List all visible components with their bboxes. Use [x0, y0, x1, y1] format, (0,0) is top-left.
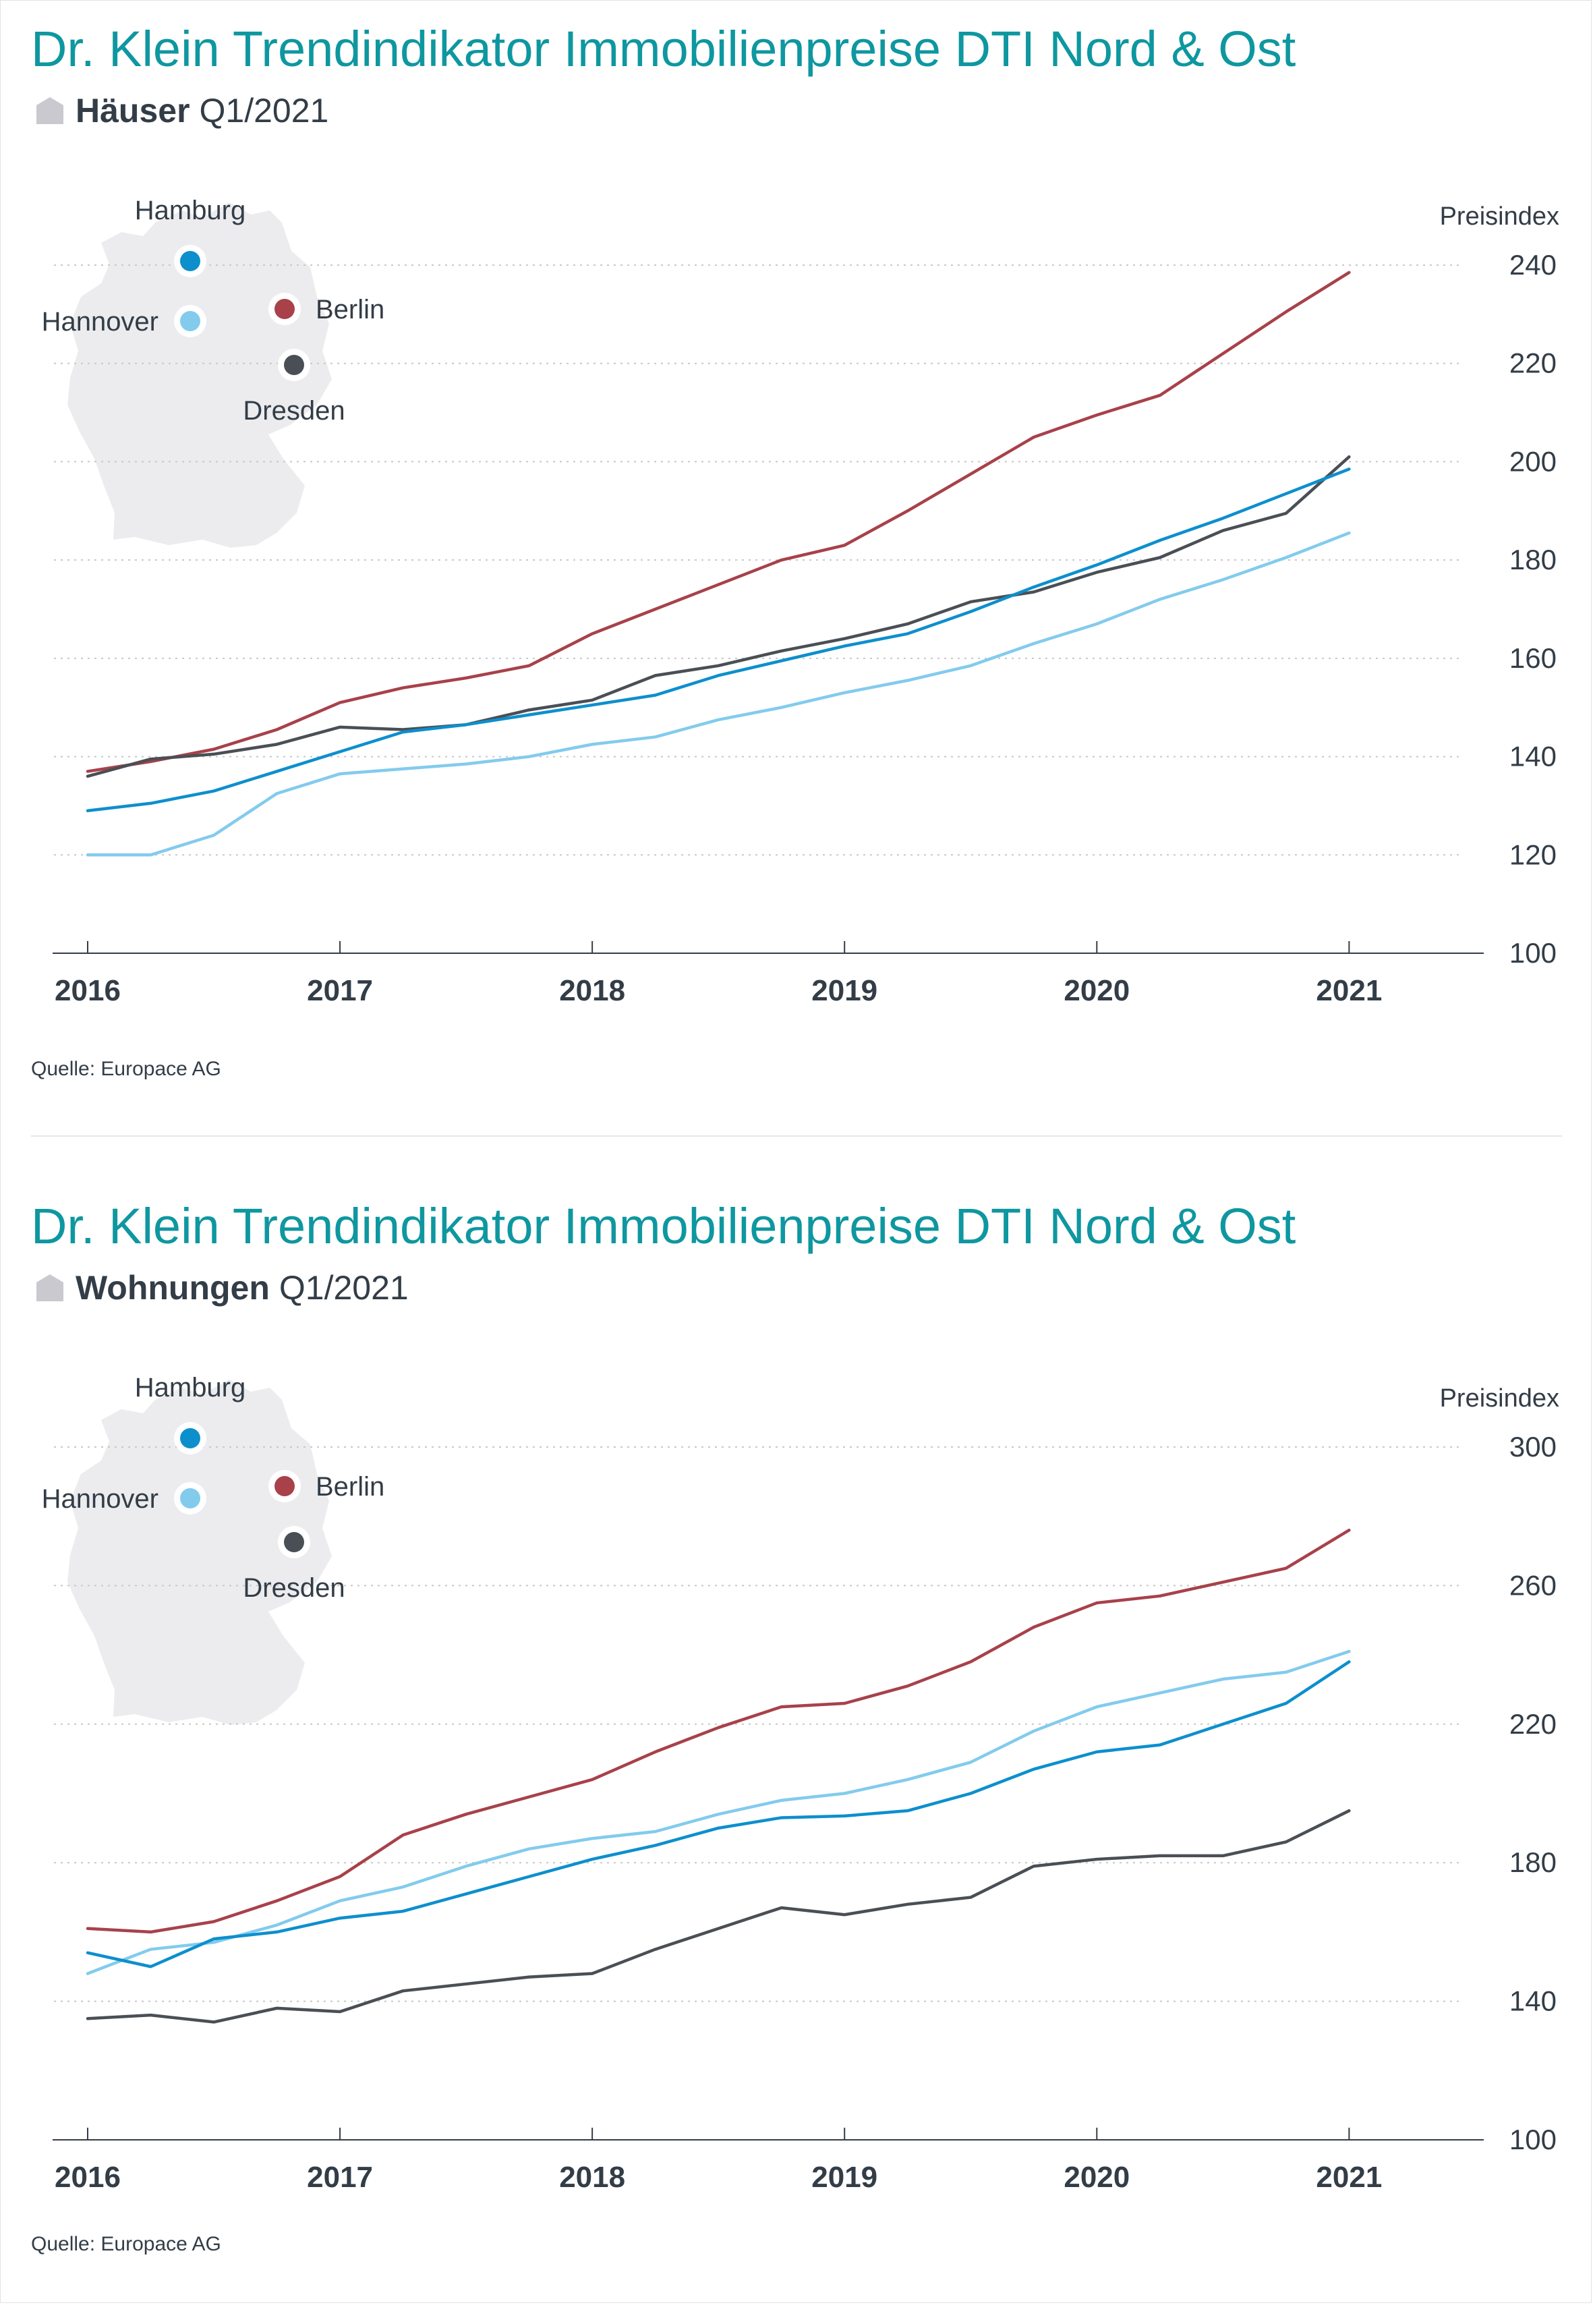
x-tick-label: 2019 [811, 974, 877, 1007]
legend-label-berlin: Berlin [316, 295, 384, 324]
legend-label-dresden: Dresden [243, 1573, 345, 1603]
legend-marker-hamburg [180, 1428, 200, 1448]
series-line-hannover [86, 1649, 1351, 1975]
y-tick-label: 140 [1509, 1985, 1557, 2017]
legend-label-hamburg: Hamburg [135, 1373, 246, 1402]
x-tick-label: 2020 [1064, 974, 1130, 1007]
x-tick-label: 2021 [1316, 974, 1382, 1007]
series-line-hannover [86, 531, 1351, 857]
subtitle-period: Q1/2021 [279, 1269, 409, 1307]
chart-subtitle: Häuser Q1/2021 [35, 91, 328, 130]
x-tick-label: 2020 [1064, 2161, 1130, 2194]
y-tick-label: 220 [1509, 347, 1557, 379]
x-tick-label: 2017 [307, 974, 373, 1007]
legend-marker-hannover [180, 311, 200, 331]
chart-panel-wohnungen: Dr. Klein Trendindikator Immobilienpreis… [0, 1177, 1593, 2324]
line-chart: 100 120 140 160 180 200 220 240 Preisindex 2016 20… [42, 196, 1559, 1007]
y-tick-label: 180 [1509, 1846, 1557, 1878]
subtitle-period: Q1/2021 [199, 92, 329, 130]
legend-marker-berlin [274, 299, 295, 319]
x-tick-label: 2016 [55, 2161, 121, 2194]
y-tick-label: 260 [1509, 1569, 1557, 1601]
legend-label-hamburg: Hamburg [135, 196, 246, 225]
series-line-hamburg [86, 1660, 1351, 1968]
series-line-dresden [86, 455, 1351, 778]
subtitle-kind: Wohnungen [76, 1269, 270, 1307]
y-tick-label: 200 [1509, 445, 1557, 477]
line-chart: 100 140 180 220 260 300 Preisindex 2016 2017 2018… [42, 1373, 1559, 2194]
x-tick-label: 2018 [559, 974, 625, 1007]
legend-marker-dresden [284, 1532, 304, 1552]
series-line-dresden [86, 1809, 1351, 2024]
y-tick-label: 180 [1509, 544, 1557, 575]
legend-marker-berlin [274, 1476, 295, 1496]
legend-label-hannover: Hannover [42, 307, 158, 337]
y-axis-label: Preisindex [1440, 1384, 1559, 1413]
y-tick-label: 120 [1509, 839, 1557, 870]
y-tick-label: 100 [1509, 2124, 1557, 2155]
y-tick-label: 300 [1509, 1431, 1557, 1463]
legend-label-berlin: Berlin [316, 1472, 384, 1502]
chart-panel-haeuser: Dr. Klein Trendindikator Immobilienpreis… [0, 0, 1593, 1147]
legend-marker-hannover [180, 1488, 200, 1508]
panel-divider [31, 1135, 1562, 1137]
x-tick-label: 2019 [811, 2161, 877, 2194]
y-tick-label: 140 [1509, 741, 1557, 772]
y-tick-label: 240 [1509, 249, 1557, 281]
series-line-hamburg [86, 467, 1351, 812]
germany-map [67, 202, 332, 548]
series-line-berlin [86, 1528, 1351, 1934]
source-note: Quelle: Europace AG [31, 1058, 221, 1080]
house-icon [36, 97, 63, 124]
germany-map [67, 1380, 332, 1725]
x-tick-label: 2017 [307, 2161, 373, 2194]
y-axis-label: Preisindex [1440, 202, 1559, 231]
legend-marker-dresden [284, 355, 304, 375]
x-tick-label: 2021 [1316, 2161, 1382, 2194]
y-tick-label: 100 [1509, 937, 1557, 969]
series-line-berlin [86, 271, 1351, 773]
legend-label-dresden: Dresden [243, 396, 345, 426]
y-tick-label: 220 [1509, 1708, 1557, 1740]
y-tick-label: 160 [1509, 642, 1557, 674]
house-icon [36, 1274, 63, 1301]
subtitle-kind: Häuser [76, 92, 190, 130]
x-tick-label: 2016 [55, 974, 121, 1007]
chart-title: Dr. Klein Trendindikator Immobilienpreis… [31, 21, 1296, 77]
legend-label-hannover: Hannover [42, 1484, 158, 1514]
source-note: Quelle: Europace AG [31, 2233, 221, 2255]
legend-marker-hamburg [180, 251, 200, 271]
x-tick-label: 2018 [559, 2161, 625, 2194]
chart-subtitle: Wohnungen Q1/2021 [35, 1268, 409, 1307]
chart-title: Dr. Klein Trendindikator Immobilienpreis… [31, 1198, 1296, 1254]
